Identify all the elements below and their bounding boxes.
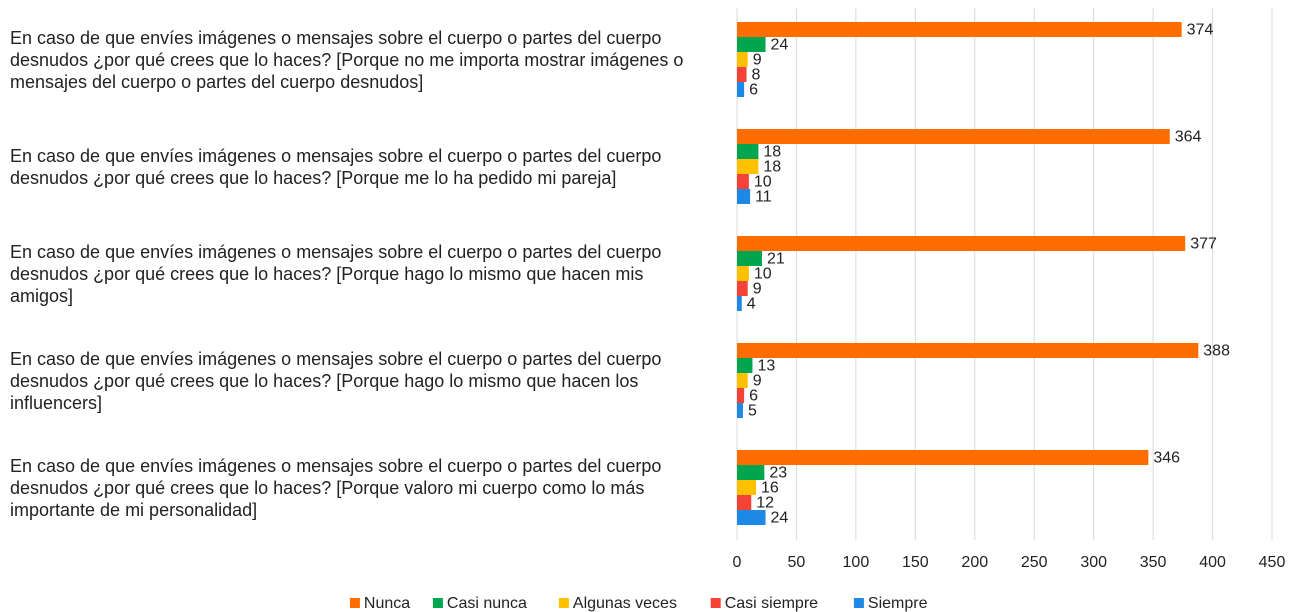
legend-label: Casi siempre	[725, 595, 818, 612]
category-label: En caso de que envíes imágenes o mensaje…	[10, 27, 684, 92]
bar	[737, 37, 766, 52]
data-label: 24	[771, 510, 789, 527]
data-label: 23	[769, 465, 787, 482]
data-label: 4	[747, 296, 756, 313]
x-tick-label: 350	[1140, 554, 1167, 571]
data-label: 9	[753, 281, 762, 298]
bar	[737, 480, 757, 495]
category-label: En caso de que envíes imágenes o mensaje…	[10, 145, 662, 188]
data-label: 374	[1187, 22, 1214, 39]
x-tick-label: 0	[733, 554, 742, 571]
bar	[737, 67, 747, 82]
data-label: 18	[763, 144, 781, 161]
data-label: 18	[763, 159, 781, 176]
x-tick-label: 200	[961, 554, 988, 571]
data-label: 24	[771, 37, 789, 54]
data-label: 10	[754, 174, 772, 191]
data-label: 9	[753, 52, 762, 69]
legend-label: Siempre	[868, 595, 928, 612]
x-tick-label: 400	[1199, 554, 1226, 571]
data-label: 377	[1190, 236, 1217, 253]
bar	[737, 296, 742, 311]
x-tick-label: 150	[902, 554, 929, 571]
bar	[737, 450, 1149, 465]
category-label: En caso de que envíes imágenes o mensaje…	[10, 241, 662, 306]
data-label: 388	[1203, 343, 1230, 360]
data-label: 11	[755, 189, 772, 206]
bar	[737, 236, 1186, 251]
data-label: 9	[753, 373, 762, 390]
legend-label: Casi nunca	[447, 595, 527, 612]
data-label: 5	[748, 403, 757, 420]
bar	[737, 495, 752, 510]
x-tick-label: 250	[1021, 554, 1048, 571]
category-label: En caso de que envíes imágenes o mensaje…	[10, 455, 662, 520]
data-label: 10	[754, 266, 772, 283]
data-label: 16	[761, 480, 779, 497]
bar	[737, 159, 759, 174]
data-label: 13	[757, 358, 775, 375]
legend-swatch	[432, 598, 443, 608]
data-label: 346	[1153, 450, 1180, 467]
data-label: 8	[752, 67, 761, 84]
bar	[737, 82, 745, 97]
legend-swatch	[853, 598, 864, 608]
data-label: 6	[749, 388, 758, 405]
data-label: 6	[749, 82, 758, 99]
legend-swatch	[558, 598, 569, 608]
data-label: 21	[767, 251, 785, 268]
bar	[737, 22, 1182, 37]
bar	[737, 510, 766, 525]
bar	[737, 358, 753, 373]
bar	[737, 251, 762, 266]
legend-swatch	[710, 598, 721, 608]
bar	[737, 373, 748, 388]
legend-label: Algunas veces	[573, 595, 677, 612]
bar	[737, 174, 749, 189]
x-tick-label: 300	[1080, 554, 1107, 571]
bar	[737, 189, 751, 204]
category-label: En caso de que envíes imágenes o mensaje…	[10, 348, 662, 413]
x-tick-label: 450	[1259, 554, 1286, 571]
bar	[737, 129, 1170, 144]
x-tick-label: 100	[843, 554, 870, 571]
bar	[737, 144, 759, 159]
bar	[737, 465, 765, 480]
x-tick-label: 50	[788, 554, 806, 571]
bar	[737, 403, 743, 418]
bar	[737, 388, 745, 403]
legend-label: Nunca	[364, 595, 410, 612]
data-label: 12	[756, 495, 774, 512]
bar	[737, 52, 748, 67]
bar	[737, 266, 749, 281]
data-label: 364	[1175, 129, 1202, 146]
bar	[737, 343, 1199, 358]
bar	[737, 281, 748, 296]
legend-swatch	[349, 598, 360, 608]
